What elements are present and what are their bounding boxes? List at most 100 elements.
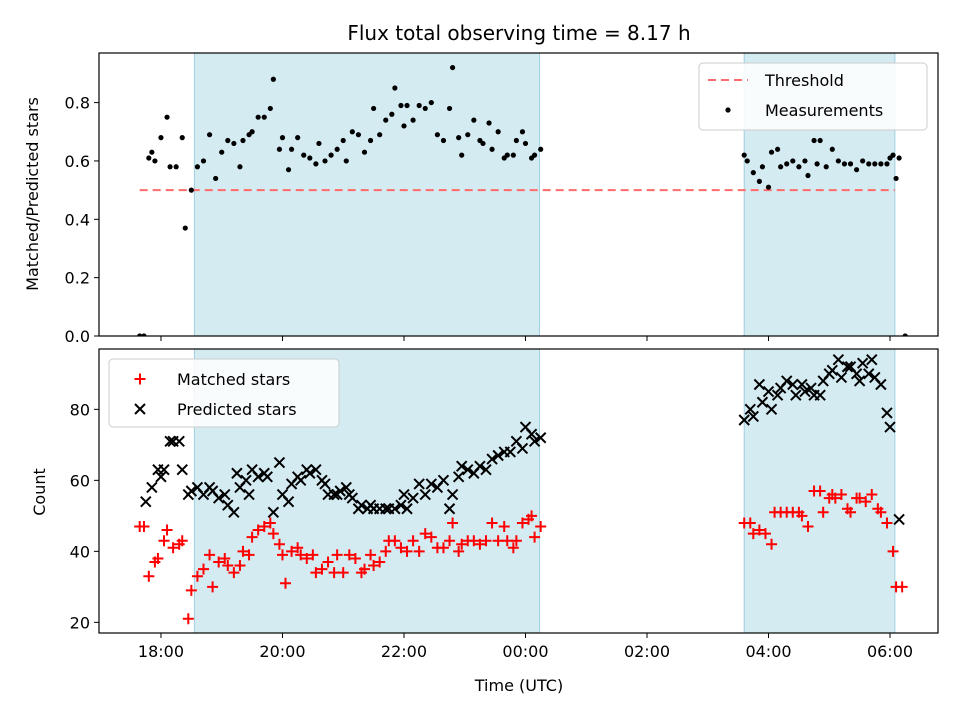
predicted-stars-point: [355, 499, 368, 511]
y-axis-label-ratio: Matched/Predicted stars: [23, 97, 42, 291]
matched-stars-point: [437, 542, 449, 554]
measurement-point: [194, 164, 201, 170]
measurement-point: [449, 64, 456, 71]
predicted-stars-point: [738, 414, 750, 426]
measurement-point: [890, 152, 896, 158]
y-tick-label: 0.4: [65, 210, 90, 229]
measurement-point: [167, 164, 173, 170]
legend: Threshold Measurements: [698, 62, 928, 131]
predicted-stars-point: [787, 378, 799, 391]
predicted-stars-point: [814, 389, 826, 401]
matched-stars-point: [316, 563, 328, 575]
predicted-stars-point: [863, 368, 875, 380]
matched-stars-point: [337, 567, 349, 579]
y-axis-label-count: Count: [30, 468, 49, 516]
measurement-point: [173, 164, 179, 170]
predicted-stars-point: [516, 442, 529, 455]
measurement-point: [279, 135, 286, 141]
predicted-stars-point: [146, 481, 158, 494]
matched-stars-point: [161, 524, 173, 536]
y-tick-label: 40: [70, 542, 90, 561]
measurement-point: [301, 152, 307, 158]
measurement-point: [796, 164, 802, 170]
matched-stars-point: [310, 567, 322, 579]
predicted-stars-point: [452, 471, 465, 483]
measurement-point: [371, 105, 377, 112]
measurement-point: [416, 102, 422, 109]
measurement-point: [446, 105, 453, 112]
predicted-stars-point: [884, 421, 896, 433]
measurement-point: [896, 155, 902, 161]
matched-stars-point: [258, 521, 270, 532]
measurement-point: [249, 129, 255, 135]
matched-stars-point: [407, 535, 419, 547]
predicted-stars-point: [756, 396, 769, 408]
measurement-point: [188, 187, 194, 193]
matched-stars-point: [516, 517, 528, 529]
predicted-stars-point: [455, 460, 468, 472]
measurement-point: [213, 175, 219, 182]
matched-stars-point: [295, 549, 307, 561]
measurement-point: [141, 333, 147, 336]
measurement-point: [255, 114, 261, 120]
measurement-point: [495, 129, 501, 135]
matched-stars-point: [845, 506, 857, 518]
predicted-stars-point: [443, 503, 456, 515]
predicted-stars-point: [753, 378, 766, 391]
predicted-stars-point: [747, 410, 760, 423]
matched-stars-point: [143, 570, 155, 582]
measurement-point: [847, 161, 854, 167]
matched-stars-point: [158, 535, 170, 547]
measurement-point: [422, 105, 428, 112]
predicted-stars-point: [219, 488, 231, 501]
measurement-point: [759, 164, 766, 170]
measurement-point: [811, 137, 817, 144]
predicted-stars-point: [835, 371, 848, 384]
predicted-stars-point: [480, 463, 492, 476]
predicted-stars-point: [781, 375, 793, 387]
y-tick-label: 0.2: [65, 269, 90, 288]
measurement-point: [334, 146, 340, 152]
predicted-stars-point: [528, 435, 541, 448]
measurement-point: [225, 137, 231, 144]
predicted-stars-point: [419, 488, 431, 501]
measurement-point: [206, 132, 213, 138]
legend-box: [108, 358, 340, 428]
matched-stars-point: [395, 542, 407, 554]
counts-panel: 20 40 60 80 18:00 20:00 22:00 00:00 02:00 04:00 06…: [70, 348, 939, 661]
matched-stars-point: [419, 528, 431, 540]
predicted-stars-point: [185, 485, 198, 497]
measurement-point: [343, 158, 349, 164]
predicted-stars-point: [252, 471, 264, 483]
measurement-point: [383, 117, 389, 123]
matched-stars-point: [358, 563, 370, 575]
measurement-point: [756, 178, 762, 184]
measurement-point: [149, 149, 155, 155]
matched-stars-point: [474, 538, 486, 550]
predicted-stars-point: [525, 428, 538, 440]
predicted-stars-point: [486, 453, 498, 465]
matched-stars-point: [796, 510, 808, 522]
measurement-point: [322, 158, 328, 164]
measurement-point: [893, 175, 899, 182]
predicted-stars-point: [173, 435, 185, 448]
measurement-point: [440, 137, 447, 144]
y-tick-label: 0.8: [65, 94, 90, 113]
measurement-point: [538, 146, 544, 152]
matched-stars-point: [191, 570, 203, 582]
predicted-stars-point: [856, 357, 869, 369]
measurement-point: [872, 161, 878, 167]
measurement-point: [823, 164, 829, 170]
measurement-point: [401, 123, 407, 129]
matched-stars-point: [138, 521, 150, 532]
predicted-stars-point: [243, 488, 255, 501]
measurement-point: [389, 111, 395, 117]
predicted-stars-point: [893, 513, 905, 526]
matched-stars-point: [176, 535, 188, 547]
measurement-point: [231, 140, 237, 147]
measurement-point: [270, 76, 276, 82]
predicted-stars-point: [334, 485, 346, 497]
measurement-point: [744, 158, 750, 164]
measurement-point: [513, 137, 519, 144]
measurement-point: [328, 152, 334, 158]
